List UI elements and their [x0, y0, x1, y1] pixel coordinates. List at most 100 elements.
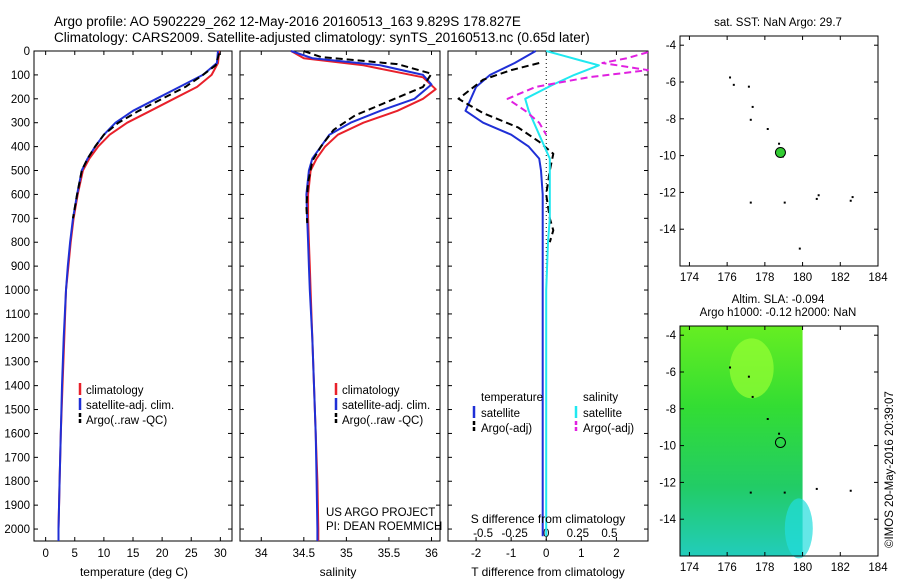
altimetry-title-1: Altim. SLA: -0.094	[732, 294, 825, 306]
altimetry-map-frame-outline	[679, 325, 879, 557]
difference-series-3	[506, 51, 649, 136]
depth-tick-label: 300	[11, 118, 30, 130]
depth-tick-label: 1600	[4, 428, 30, 440]
temperature-frame	[33, 50, 233, 542]
legend-label: climatology	[86, 385, 144, 397]
island-dot	[749, 201, 752, 204]
difference-series-2	[524, 50, 600, 537]
difference-frame	[447, 50, 649, 542]
island-dot	[751, 105, 754, 108]
legend-label: satellite-adj. clim.	[342, 400, 430, 412]
island-dot	[747, 85, 750, 88]
legend-label: Argo(-adj)	[583, 423, 634, 435]
depth-tick-label: 1400	[4, 381, 30, 393]
island-dot	[851, 196, 854, 199]
sla-low-patch	[784, 498, 813, 559]
depth-tick-label: 500	[11, 166, 30, 178]
map-ytick-label: -4	[666, 330, 677, 342]
legend-title-temperature: temperature	[481, 392, 543, 404]
float-position-marker	[774, 146, 786, 158]
island-dot	[798, 247, 801, 250]
map-xtick-label: 182	[831, 562, 850, 574]
depth-tick-label: 200	[11, 94, 30, 106]
map-ytick-label: -14	[659, 224, 676, 236]
altimetry-title-2: Argo h1000: -0.12 h2000: NaN	[700, 307, 857, 319]
difference-xtick-label: 2	[613, 548, 619, 560]
map-ytick-label: -12	[659, 187, 676, 199]
imos-credit: ©IMOS 20-May-2016 20:39:07	[884, 391, 896, 548]
island-dot	[817, 194, 820, 197]
map-ytick-label: -8	[666, 404, 676, 416]
legend-label: climatology	[342, 385, 400, 397]
map-ytick-label: -6	[666, 367, 676, 379]
island-dot	[766, 418, 769, 420]
difference-xtick-label: -2	[471, 548, 481, 560]
legend-label: satellite	[583, 408, 622, 420]
temperature-xtick-label: 10	[97, 548, 110, 560]
pi-annotation: PI: DEAN ROEMMICH	[326, 521, 442, 533]
header-line-2: Climatology: CARS2009. Satellite-adjuste…	[54, 30, 590, 45]
island-dot	[732, 83, 735, 86]
map-xtick-label: 180	[793, 562, 812, 574]
island-dot	[815, 487, 818, 490]
depth-tick-label: 1200	[4, 333, 30, 345]
location-map-title: sat. SST: NaN Argo: 29.7	[714, 17, 842, 29]
sla-high-patch	[729, 338, 774, 399]
s-tick-label: 0.5	[601, 528, 617, 540]
depth-tick-label: 1900	[4, 500, 30, 512]
s-difference-label: S difference from climatology	[471, 512, 626, 526]
salinity-series-1	[290, 50, 433, 541]
map-xtick-label: 180	[793, 272, 812, 284]
depth-tick-label: 1800	[4, 476, 30, 488]
depth-tick-label: 1000	[4, 285, 30, 297]
temperature-xtick-label: 25	[185, 548, 198, 560]
island-dot	[749, 118, 752, 121]
salinity-x-label: salinity	[320, 565, 357, 579]
temperature-xtick-label: 0	[42, 548, 48, 560]
map-ytick-label: -6	[666, 77, 676, 89]
legend-label: Argo(..raw -QC)	[86, 415, 167, 427]
t-difference-label: T difference from climatology	[471, 565, 625, 579]
temperature-xtick-label: 20	[156, 548, 169, 560]
depth-tick-label: 900	[11, 261, 30, 273]
depth-tick-label: 700	[11, 213, 30, 225]
temperature-xtick-label: 30	[214, 548, 227, 560]
map-xtick-label: 178	[755, 562, 774, 574]
altimetry-map-panel: 174 176 178 180 182 184 -4 -6 -8 -10 -12 -14	[659, 325, 888, 574]
legend-label: Argo(..raw -QC)	[342, 415, 423, 427]
island-dot	[747, 375, 750, 378]
map-ytick-label: -10	[659, 151, 676, 163]
map-xtick-label: 184	[868, 272, 888, 284]
difference-xtick-label: -1	[506, 548, 516, 560]
salinity-xtick-label: 35	[340, 548, 353, 560]
salinity-xtick-label: 36	[425, 548, 438, 560]
island-dot	[749, 491, 752, 494]
salinity-xtick-label: 34.5	[293, 548, 315, 560]
island-dot	[778, 142, 781, 145]
depth-tick-label: 2000	[4, 524, 30, 536]
map-ytick-label: -14	[659, 514, 676, 526]
map-ytick-label: -10	[659, 441, 676, 453]
project-annotation: US ARGO PROJECT	[326, 507, 435, 519]
temperature-panel: 0100200300400500600700800900100011001200…	[4, 46, 233, 560]
island-dot	[751, 395, 754, 398]
map-xtick-label: 184	[868, 562, 888, 574]
legend-label: satellite	[481, 408, 520, 420]
island-dot	[778, 432, 781, 435]
depth-tick-label: 1700	[4, 452, 30, 464]
legend-label: Argo(-adj)	[481, 423, 532, 435]
salinity-series-2	[303, 50, 433, 224]
temperature-xtick-label: 5	[72, 548, 78, 560]
island-dot	[783, 491, 786, 494]
depth-tick-label: 100	[11, 70, 30, 82]
map-ytick-label: -8	[666, 114, 676, 126]
map-ytick-label: -4	[666, 40, 677, 52]
map-xtick-label: 174	[680, 562, 700, 574]
s-tick-label: 0.25	[567, 528, 589, 540]
depth-tick-label: 800	[11, 237, 30, 249]
s-tick-label: -0.25	[502, 528, 528, 540]
map-xtick-label: 178	[755, 272, 774, 284]
map-xtick-label: 182	[831, 272, 850, 284]
legend-label: satellite-adj. clim.	[86, 400, 174, 412]
